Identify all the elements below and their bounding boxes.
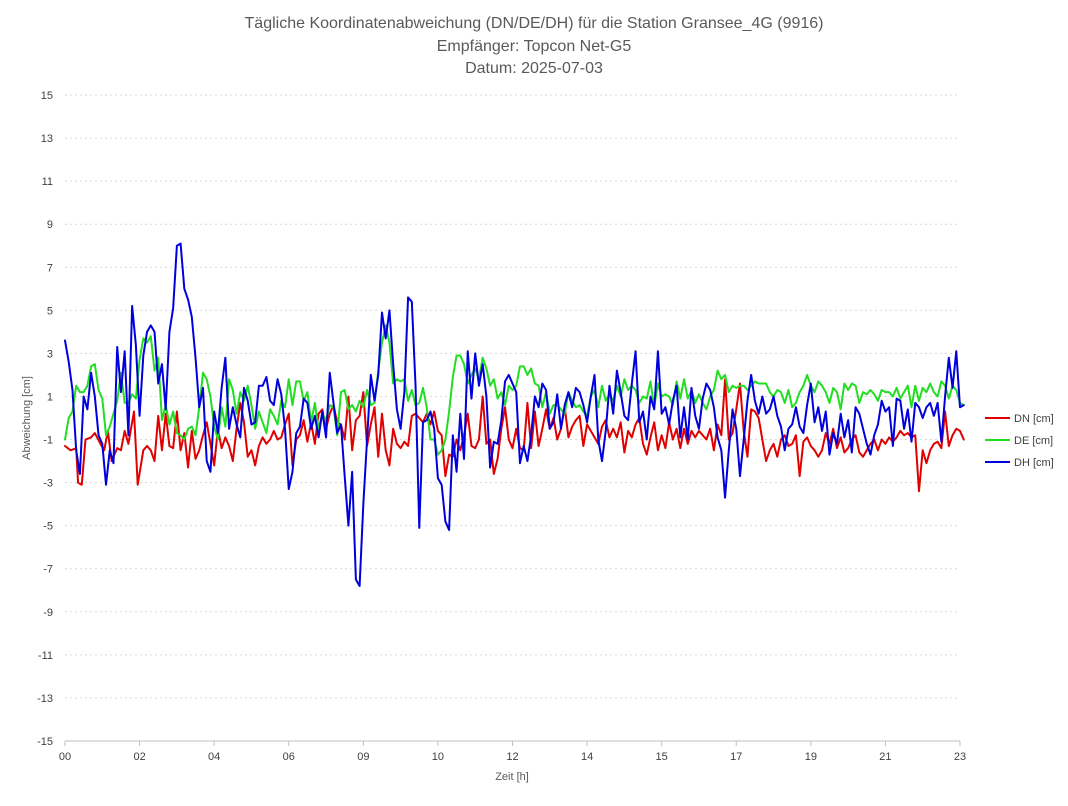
y-tick-label: 1 — [47, 391, 53, 403]
y-tick-label: -13 — [37, 693, 53, 705]
chart-title: Tägliche Koordinatenabweichung (DN/DE/DH… — [245, 15, 824, 77]
y-tick-label: 11 — [42, 176, 53, 188]
x-tick-label: 19 — [805, 751, 817, 763]
y-axis-title: Abweichung [cm] — [21, 376, 33, 460]
y-tick-label: -11 — [38, 650, 53, 662]
y-tick-label: 3 — [47, 348, 53, 360]
chart-title-line-2: Empfänger: Topcon Net-G5 — [437, 38, 632, 55]
series-line-dh — [64, 242, 965, 587]
x-tick-label: 00 — [59, 751, 71, 763]
y-tick-label: -1 — [43, 435, 53, 447]
x-axis-ticks: 00 02 04 06 09 10 12 14 15 17 19 21 23 — [59, 741, 966, 763]
x-tick-label: 17 — [730, 751, 742, 763]
series-lines — [64, 242, 965, 587]
y-tick-label: -3 — [43, 478, 53, 490]
y-axis-ticks: 15 13 11 9 7 5 3 1 -1 -3 -5 -7 -9 -11 -13 -15 — [37, 90, 53, 748]
x-tick-label: 21 — [879, 751, 891, 763]
legend-label-dn: DN [cm] — [1014, 413, 1054, 425]
x-tick-label: 23 — [954, 751, 966, 763]
x-tick-label: 02 — [133, 751, 145, 763]
legend: DN [cm] DE [cm] DH [cm] — [985, 413, 1054, 469]
y-tick-label: -15 — [37, 736, 53, 748]
x-tick-label: 14 — [581, 751, 593, 763]
x-tick-label: 12 — [506, 751, 518, 763]
x-tick-label: 04 — [208, 751, 220, 763]
x-tick-label: 09 — [357, 751, 369, 763]
legend-label-dh: DH [cm] — [1014, 457, 1054, 469]
chart-title-line-3: Datum: 2025-07-03 — [465, 60, 603, 77]
x-tick-label: 10 — [432, 751, 444, 763]
x-tick-label: 06 — [283, 751, 295, 763]
x-axis-title: Zeit [h] — [495, 771, 529, 783]
y-tick-label: -9 — [43, 607, 53, 619]
x-tick-label: 15 — [656, 751, 668, 763]
y-tick-label: -7 — [43, 564, 53, 576]
y-tick-label: 5 — [47, 305, 53, 317]
chart-title-line-1: Tägliche Koordinatenabweichung (DN/DE/DH… — [245, 15, 824, 32]
y-tick-label: 9 — [47, 219, 53, 231]
y-tick-label: 15 — [41, 90, 53, 102]
legend-label-de: DE [cm] — [1014, 435, 1053, 447]
y-tick-label: 13 — [41, 133, 53, 145]
y-tick-label: -5 — [43, 521, 53, 533]
y-tick-label: 7 — [47, 262, 53, 274]
